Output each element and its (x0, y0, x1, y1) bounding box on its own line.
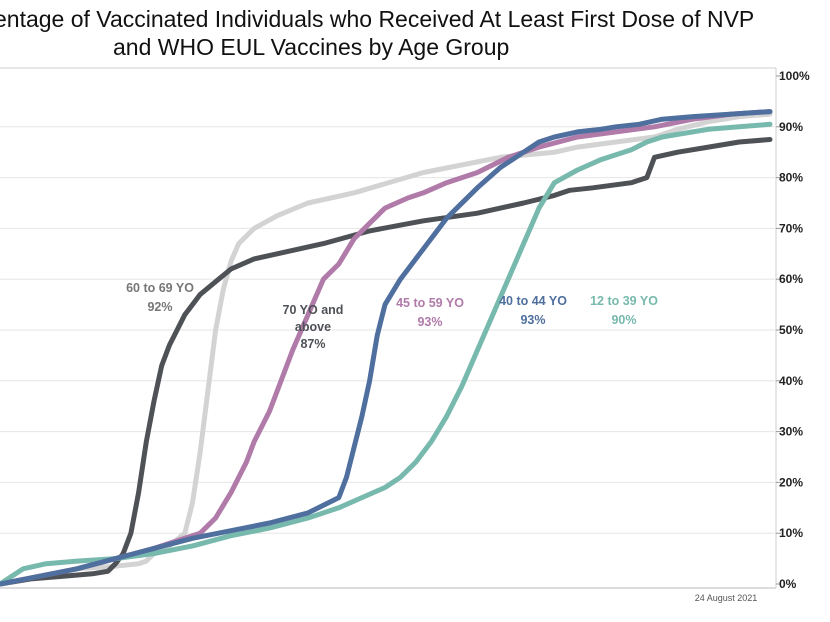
series-label-70-above-line2: above (295, 320, 331, 334)
y-tick-label: 100% (779, 69, 810, 83)
y-tick-label: 70% (779, 221, 803, 235)
series-label-60-69-value: 92% (147, 300, 172, 314)
y-tick-label: 90% (779, 120, 803, 134)
series-label-45-59-value: 93% (417, 315, 442, 329)
chart-title: entage of Vaccinated Individuals who Rec… (0, 0, 830, 66)
series-label-40-44-value: 93% (520, 313, 545, 327)
y-tick-label: 10% (779, 526, 803, 540)
y-tick-label: 30% (779, 425, 803, 439)
gridlines (0, 126, 776, 534)
series-line-12-39 (0, 121, 773, 587)
series-label-70-above-line1: 70 YO and (283, 303, 344, 317)
series-line-60-69 (0, 111, 773, 587)
y-axis: 0% 10% 20% 30% 40% 50% 60% 70% 80% 90% 100% (776, 69, 810, 591)
series-label-12-39-name: 12 to 39 YO (590, 294, 658, 308)
y-tick-label: 50% (779, 323, 803, 337)
series-label-45-59-name: 45 to 59 YO (396, 296, 464, 310)
y-tick-label: 60% (779, 272, 803, 286)
chart-title-line-1: entage of Vaccinated Individuals who Rec… (0, 6, 755, 32)
y-tick-label: 80% (779, 171, 803, 185)
series-line-40-44 (0, 109, 773, 587)
y-tick-label: 40% (779, 374, 803, 388)
date-footnote: 24 August 2021 (695, 593, 758, 603)
series-lines (0, 109, 773, 587)
series-label-60-69-name: 60 to 69 YO (126, 281, 194, 295)
y-tick-label: 0% (779, 577, 797, 591)
series-label-12-39-value: 90% (611, 313, 636, 327)
y-tick-label: 20% (779, 475, 803, 489)
series-label-40-44-name: 40 to 44 YO (499, 294, 567, 308)
series-label-70-above-value: 87% (300, 337, 325, 351)
chart-title-line-2: and WHO EUL Vaccines by Age Group (113, 34, 510, 60)
